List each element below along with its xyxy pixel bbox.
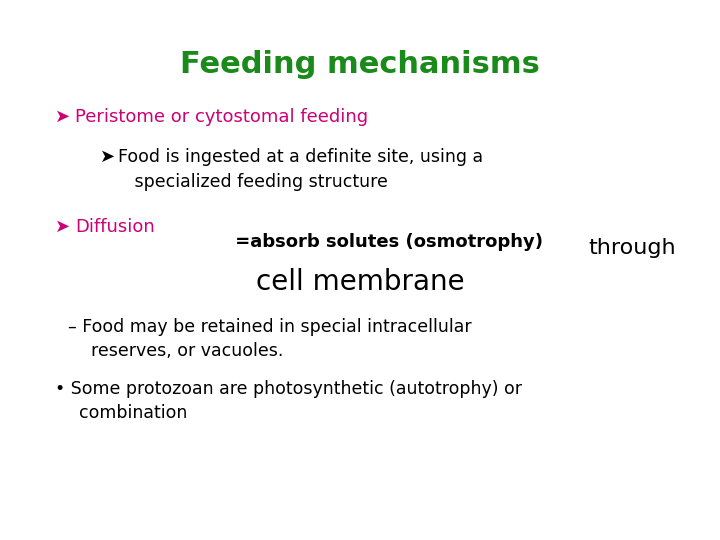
Text: reserves, or vacuoles.: reserves, or vacuoles. xyxy=(80,342,284,360)
Text: cell membrane: cell membrane xyxy=(256,268,464,296)
Text: Food is ingested at a definite site, using a: Food is ingested at a definite site, usi… xyxy=(118,148,483,166)
Text: Feeding mechanisms: Feeding mechanisms xyxy=(180,50,540,79)
Text: ➤: ➤ xyxy=(55,218,76,236)
Text: ➤: ➤ xyxy=(55,108,76,126)
Text: ➤: ➤ xyxy=(100,148,115,166)
Text: – Food may be retained in special intracellular: – Food may be retained in special intrac… xyxy=(68,318,472,336)
Text: through: through xyxy=(589,238,676,258)
Text: combination: combination xyxy=(68,404,187,422)
Text: Diffusion: Diffusion xyxy=(75,218,155,236)
Text: Peristome or cytostomal feeding: Peristome or cytostomal feeding xyxy=(75,108,368,126)
Text: specialized feeding structure: specialized feeding structure xyxy=(118,173,388,191)
Text: • Some protozoan are photosynthetic (autotrophy) or: • Some protozoan are photosynthetic (aut… xyxy=(55,380,522,398)
Text: =absorb solutes (osmotrophy): =absorb solutes (osmotrophy) xyxy=(229,233,549,251)
